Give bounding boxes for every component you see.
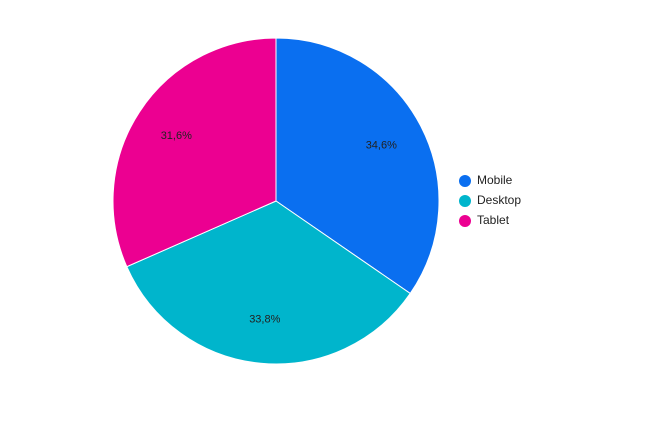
legend-item-tablet[interactable]: Tablet (459, 213, 521, 228)
slice-label-tablet: 31,6% (161, 130, 192, 142)
pie-slice-desktop[interactable] (126, 200, 411, 365)
slice-labels: 34,6% 33,8% 31,6% (161, 130, 397, 326)
legend-swatch-mobile (459, 174, 471, 187)
pie-slice-tablet[interactable] (112, 37, 277, 268)
slice-label-mobile: 34,6% (366, 140, 397, 152)
legend-item-desktop[interactable]: Desktop (459, 193, 521, 208)
legend-label-tablet: Tablet (477, 213, 510, 227)
legend-item-mobile[interactable]: Mobile (459, 173, 521, 188)
legend: Mobile Desktop Tablet (459, 173, 521, 228)
legend-swatch-desktop (459, 194, 471, 207)
legend-label-desktop: Desktop (477, 193, 522, 207)
pie-slice-mobile[interactable] (275, 37, 440, 295)
legend-label-mobile: Mobile (477, 173, 513, 187)
slice-label-desktop: 33,8% (249, 313, 280, 325)
pie-slices (112, 37, 440, 365)
legend-swatch-tablet (459, 214, 471, 227)
